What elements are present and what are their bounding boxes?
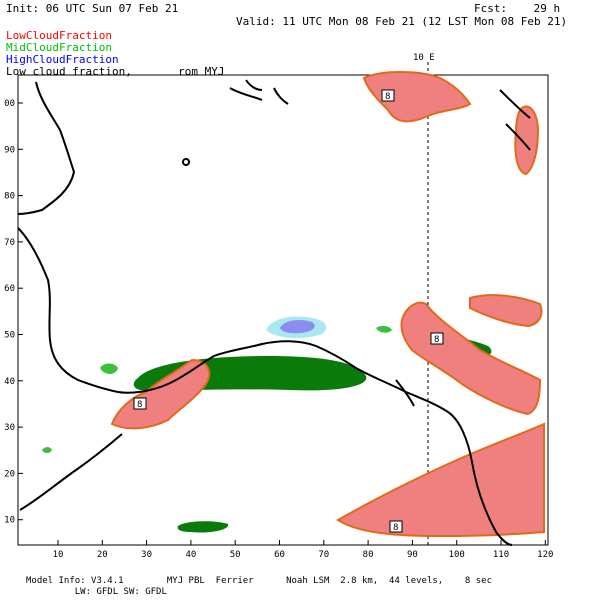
coastline-northwest <box>17 81 76 215</box>
x-tick-label: 60 <box>274 550 285 560</box>
marker-label-1: 8 <box>385 92 390 102</box>
low-cloud-central <box>400 301 542 416</box>
forecast-hour: Fcst: 29 h <box>474 2 561 15</box>
marker-box-3 <box>430 332 444 345</box>
marker-box-1 <box>381 89 395 102</box>
x-tick-label: 110 <box>493 550 509 560</box>
coastline-peninsula <box>395 379 415 407</box>
y-axis: 00 90 80 70 60 50 40 30 20 10 <box>4 99 23 526</box>
x-tick-label: 50 <box>230 550 241 560</box>
low-cloud-west <box>110 358 211 430</box>
model-info: Model Info: V3.4.1 MYJ PBL Ferrier Noah … <box>26 576 492 586</box>
y-tick-label: 90 <box>4 145 15 155</box>
island-marker <box>182 158 190 166</box>
y-tick-label: 00 <box>4 99 15 109</box>
high-cloud-area <box>280 320 315 334</box>
y-tick-label: 60 <box>4 284 15 294</box>
y-tick-label: 80 <box>4 192 15 202</box>
legend-mid-cloud: MidCloudFraction <box>6 41 112 54</box>
x-tick-label: 40 <box>185 550 196 560</box>
low-cloud-north <box>362 71 472 123</box>
mid-cloud-patch-small <box>376 325 392 333</box>
x-tick-label: 10 <box>53 550 64 560</box>
mid-cloud-dot <box>42 447 52 453</box>
marker-box-2 <box>133 397 147 410</box>
init-time: Init: 06 UTC Sun 07 Feb 21 <box>6 2 179 15</box>
coastline-islands-north <box>229 79 289 105</box>
model-radiation-info: LW: GFDL SW: GFDL <box>26 587 167 597</box>
coastline-west <box>17 227 119 393</box>
plot-frame <box>17 74 549 546</box>
x-tick-label: 120 <box>537 550 553 560</box>
x-tick-label: 20 <box>97 550 108 560</box>
x-tick-label: 80 <box>363 550 374 560</box>
valid-time: Valid: 11 UTC Mon 08 Feb 21 (12 LST Mon … <box>236 15 568 28</box>
marker-box-4 <box>389 520 403 533</box>
x-tick-label: 30 <box>141 550 152 560</box>
coastline-central <box>117 340 513 546</box>
low-cloud-east <box>469 294 543 328</box>
y-tick-label: 20 <box>4 469 15 479</box>
mid-cloud-patch-south <box>177 521 229 533</box>
meridian-label: 10 E <box>413 53 435 63</box>
y-tick-label: 10 <box>4 516 15 526</box>
mid-cloud-patch <box>100 363 118 374</box>
x-tick-label: 70 <box>318 550 329 560</box>
low-cloud-south <box>336 422 545 538</box>
marker-label-2: 8 <box>137 400 142 410</box>
legend-high-cloud: HighCloudFraction <box>6 53 119 66</box>
y-tick-label: 30 <box>4 423 15 433</box>
x-axis: 10 20 30 40 50 60 70 80 90 100 110 120 <box>53 540 553 560</box>
x-tick-label: 100 <box>449 550 465 560</box>
y-tick-label: 70 <box>4 238 15 248</box>
coastline-southwest <box>19 433 123 511</box>
y-tick-label: 40 <box>4 377 15 387</box>
x-tick-label: 90 <box>407 550 418 560</box>
marker-label-3: 8 <box>434 335 439 345</box>
coastline-northeast <box>499 89 531 151</box>
y-tick-label: 50 <box>4 331 15 341</box>
legend-low-cloud: LowCloudFraction <box>6 29 112 42</box>
low-cloud-northeast <box>514 105 540 176</box>
marker-label-4: 8 <box>393 523 398 533</box>
